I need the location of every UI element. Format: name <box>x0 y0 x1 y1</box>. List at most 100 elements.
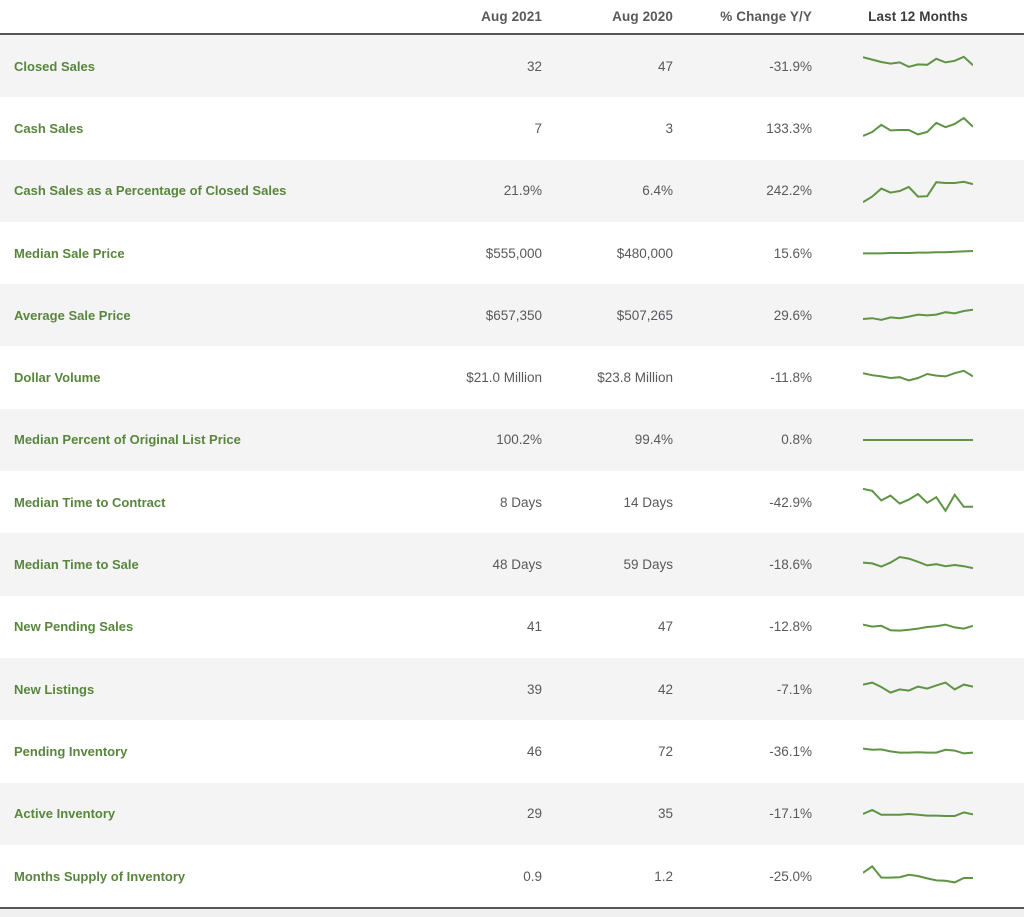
table-row: Average Sale Price $657,350 $507,265 29.6% <box>0 284 1024 347</box>
sparkline-chart <box>863 55 973 69</box>
value-aug-2021: 32 <box>526 58 542 74</box>
table-row: New Pending Sales 41 47 -12.8% <box>0 595 1024 658</box>
sparkline-path <box>863 55 973 69</box>
value-aug-2021: 0.9 <box>523 868 542 884</box>
value-pct-change-yy: 133.3% <box>766 120 812 136</box>
sparkline-cell <box>812 545 1024 585</box>
sparkline-chart <box>863 369 973 382</box>
metric-label[interactable]: New Listings <box>14 681 95 697</box>
value-aug-2020: 14 Days <box>623 494 673 510</box>
value-aug-2021: 100.2% <box>496 432 542 448</box>
value-aug-2020: $23.8 Million <box>597 370 673 386</box>
metric-label[interactable]: Cash Sales as a Percentage of Closed Sal… <box>14 183 287 199</box>
sparkline-chart <box>863 438 973 441</box>
table-row: Active Inventory 29 35 -17.1% <box>0 782 1024 845</box>
value-aug-2021: 39 <box>526 681 542 697</box>
metric-label[interactable]: Dollar Volume <box>14 370 101 386</box>
value-pct-change-yy: -18.6% <box>769 557 812 573</box>
sparkline-cell <box>812 856 1024 896</box>
col-header-pct-change-yy: % Change Y/Y <box>720 9 812 24</box>
metric-label[interactable]: Median Sale Price <box>14 245 125 261</box>
table-row: New Listings 39 42 -7.1% <box>0 657 1024 721</box>
metric-label[interactable]: Months Supply of Inventory <box>14 868 186 884</box>
table-row: Cash Sales 7 3 133.3% <box>0 97 1024 160</box>
sparkline-cell <box>812 731 1024 771</box>
sparkline-chart <box>863 555 973 569</box>
metric-label[interactable]: New Pending Sales <box>14 619 134 635</box>
sparkline-cell <box>812 420 1024 460</box>
col-header-aug-2021: Aug 2021 <box>481 9 542 24</box>
sparkline-chart <box>863 250 973 255</box>
sparkline-path <box>863 623 973 632</box>
value-aug-2020: 3 <box>665 120 673 136</box>
value-aug-2021: $555,000 <box>485 245 542 261</box>
sparkline-cell <box>812 46 1024 86</box>
value-pct-change-yy: 15.6% <box>773 245 812 261</box>
sparkline-cell <box>812 233 1024 273</box>
sparkline-chart <box>863 488 973 513</box>
sparkline-cell <box>812 794 1024 834</box>
value-aug-2021: 48 Days <box>492 557 542 573</box>
sparkline-path <box>863 180 973 203</box>
value-aug-2020: 47 <box>657 619 673 635</box>
table-body: Closed Sales 32 47 -31.9% Cash Sales 7 3 133.3%… <box>0 35 1024 908</box>
value-pct-change-yy: -17.1% <box>769 806 812 822</box>
sparkline-path <box>863 555 973 569</box>
metric-label[interactable]: Cash Sales <box>14 120 84 136</box>
sparkline-chart <box>863 681 973 694</box>
sparkline-path <box>863 748 973 755</box>
metric-label[interactable]: Average Sale Price <box>14 307 131 323</box>
value-aug-2020: 59 Days <box>623 557 673 573</box>
value-pct-change-yy: 242.2% <box>766 183 812 199</box>
value-pct-change-yy: 0.8% <box>781 432 812 448</box>
sparkline-path <box>863 117 973 138</box>
sparkline-chart <box>863 748 973 755</box>
value-aug-2021: $657,350 <box>485 307 542 323</box>
value-aug-2020: 99.4% <box>634 432 673 448</box>
sparkline-cell <box>812 669 1024 709</box>
value-aug-2021: 46 <box>526 743 542 759</box>
value-aug-2020: 42 <box>657 681 673 697</box>
sparkline-cell <box>812 607 1024 647</box>
value-aug-2021: 8 Days <box>499 494 542 510</box>
table-row: Median Sale Price $555,000 $480,000 15.6% <box>0 221 1024 285</box>
metric-label[interactable]: Active Inventory <box>14 806 116 822</box>
value-aug-2020: $507,265 <box>616 307 673 323</box>
value-aug-2021: 21.9% <box>503 183 542 199</box>
metric-label[interactable]: Median Percent of Original List Price <box>14 432 241 448</box>
value-aug-2020: 47 <box>657 58 673 74</box>
table-row: Pending Inventory 46 72 -36.1% <box>0 720 1024 783</box>
col-header-last-12-months: Last 12 Months <box>868 9 968 24</box>
value-pct-change-yy: -42.9% <box>769 494 812 510</box>
value-aug-2020: $480,000 <box>616 245 673 261</box>
sparkline-path <box>863 309 973 322</box>
value-aug-2020: 1.2 <box>654 868 673 884</box>
sparkline-cell <box>812 358 1024 398</box>
table-row: Median Time to Sale 48 Days 59 Days -18.6% <box>0 533 1024 596</box>
sparkline-path <box>863 488 973 513</box>
value-pct-change-yy: -7.1% <box>776 681 812 697</box>
value-pct-change-yy: 29.6% <box>773 307 812 323</box>
value-aug-2020: 35 <box>657 806 673 822</box>
value-pct-change-yy: -11.8% <box>770 370 812 386</box>
sparkline-chart <box>863 117 973 138</box>
metric-label[interactable]: Median Time to Contract <box>14 494 166 510</box>
sparkline-chart <box>863 180 973 203</box>
metric-label[interactable]: Pending Inventory <box>14 743 128 759</box>
sparkline-cell <box>812 482 1024 522</box>
sparkline-chart <box>863 865 973 884</box>
metric-label[interactable]: Median Time to Sale <box>14 557 139 573</box>
table-header-row: Aug 2021 Aug 2020 % Change Y/Y Last 12 M… <box>0 0 1024 35</box>
value-aug-2021: 29 <box>526 806 542 822</box>
sparkline-path <box>863 865 973 884</box>
sparkline-chart <box>863 808 973 817</box>
sparkline-chart <box>863 309 973 322</box>
metric-label[interactable]: Closed Sales <box>14 58 95 74</box>
value-aug-2021: 41 <box>526 619 542 635</box>
table-row: Closed Sales 32 47 -31.9% <box>0 35 1024 98</box>
sparkline-chart <box>863 623 973 632</box>
value-aug-2021: $21.0 Million <box>466 370 542 386</box>
table-row: Cash Sales as a Percentage of Closed Sal… <box>0 159 1024 222</box>
value-pct-change-yy: -25.0% <box>769 868 812 884</box>
